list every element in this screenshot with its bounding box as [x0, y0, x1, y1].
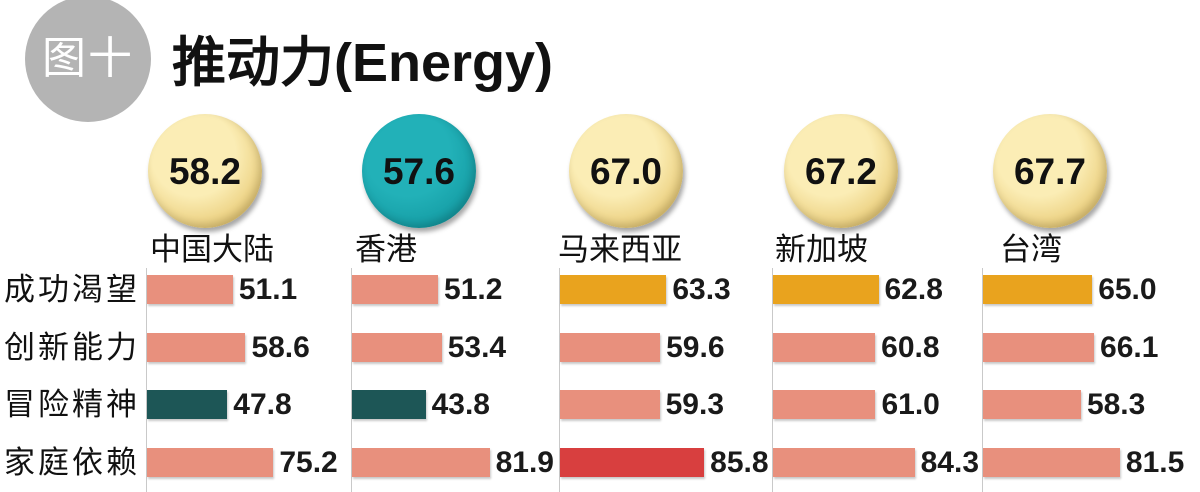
region-label-1: 中国大陆	[150, 232, 274, 268]
overall-score-value-3: 67.0	[589, 150, 662, 192]
region-label-2: 香港	[355, 232, 417, 268]
overall-score-circle-5: 67.7	[993, 114, 1107, 228]
overall-score-circle-3: 67.0	[569, 114, 683, 228]
bar-value-r1-c1: 51.1	[238, 273, 298, 306]
bar-value-r2-c1: 58.6	[251, 331, 310, 364]
row-label-2: 创新能力	[4, 329, 140, 366]
bar-r4-c5	[983, 448, 1120, 477]
column-baseline-5	[982, 268, 983, 492]
bar-r2-c1	[147, 333, 246, 362]
bar-r4-c3	[560, 448, 705, 477]
column-baseline-3	[559, 268, 560, 492]
region-label-3: 马来西亚	[558, 232, 682, 268]
row-label-3: 冒险精神	[4, 386, 140, 423]
overall-score-circle-1: 58.2	[148, 114, 262, 228]
bar-r2-c5	[983, 333, 1095, 362]
bar-value-r4-c3: 85.8	[710, 446, 769, 479]
bar-value-r3-c3: 59.3	[665, 388, 724, 421]
bar-value-r2-c3: 59.6	[666, 331, 725, 364]
bar-r3-c5	[983, 390, 1081, 419]
overall-score-value-4: 67.2	[804, 150, 877, 192]
bar-r4-c2	[352, 448, 490, 477]
figure-number-badge: 图十	[25, 0, 151, 122]
column-baseline-2	[351, 268, 352, 492]
bar-value-r3-c2: 43.8	[431, 388, 490, 421]
bar-value-r2-c4: 60.8	[881, 331, 940, 364]
bar-r1-c4	[773, 275, 879, 304]
bar-r4-c4	[773, 448, 915, 477]
bar-value-r1-c4: 62.8	[884, 273, 943, 306]
bar-r4-c1	[147, 448, 274, 477]
bar-r2-c2	[352, 333, 442, 362]
bar-r3-c3	[560, 390, 660, 419]
bar-r1-c2	[352, 275, 439, 304]
row-label-4: 家庭依赖	[4, 444, 140, 481]
overall-score-value-5: 67.7	[1013, 150, 1086, 192]
column-baseline-1	[146, 268, 147, 492]
bar-value-r4-c5: 81.5	[1125, 446, 1185, 479]
chart-title: 推动力(Energy)	[172, 33, 554, 93]
bar-value-r1-c3: 63.3	[672, 273, 731, 306]
column-baseline-4	[772, 268, 773, 492]
bar-value-r3-c4: 61.0	[881, 388, 940, 421]
bar-r1-c1	[147, 275, 233, 304]
bar-value-r3-c1: 47.8	[233, 388, 292, 421]
bar-value-r4-c1: 75.2	[279, 446, 338, 479]
bar-value-r2-c2: 53.4	[447, 331, 507, 364]
bar-r1-c3	[560, 275, 667, 304]
bar-value-r2-c5: 66.1	[1100, 331, 1159, 364]
bar-value-r1-c5: 65.0	[1098, 273, 1157, 306]
overall-score-circle-4: 67.2	[784, 114, 898, 228]
bar-value-r4-c2: 81.9	[495, 446, 554, 479]
region-label-5: 台湾	[1000, 232, 1062, 268]
bar-value-r1-c2: 51.2	[444, 273, 503, 306]
bar-value-r3-c5: 58.3	[1086, 388, 1146, 421]
bar-r3-c4	[773, 390, 876, 419]
overall-score-value-1: 58.2	[168, 150, 241, 192]
overall-score-value-2: 57.6	[382, 150, 455, 192]
bar-r2-c3	[560, 333, 661, 362]
bar-r2-c4	[773, 333, 876, 362]
overall-score-circle-2: 57.6	[362, 114, 476, 228]
bar-value-r4-c4: 84.3	[920, 446, 979, 479]
bar-r3-c1	[147, 390, 228, 419]
row-label-1: 成功渴望	[4, 271, 140, 308]
region-label-4: 新加坡	[775, 232, 868, 268]
figure-label: 图十	[42, 33, 134, 84]
bar-r1-c5	[983, 275, 1093, 304]
bar-r3-c2	[352, 390, 426, 419]
